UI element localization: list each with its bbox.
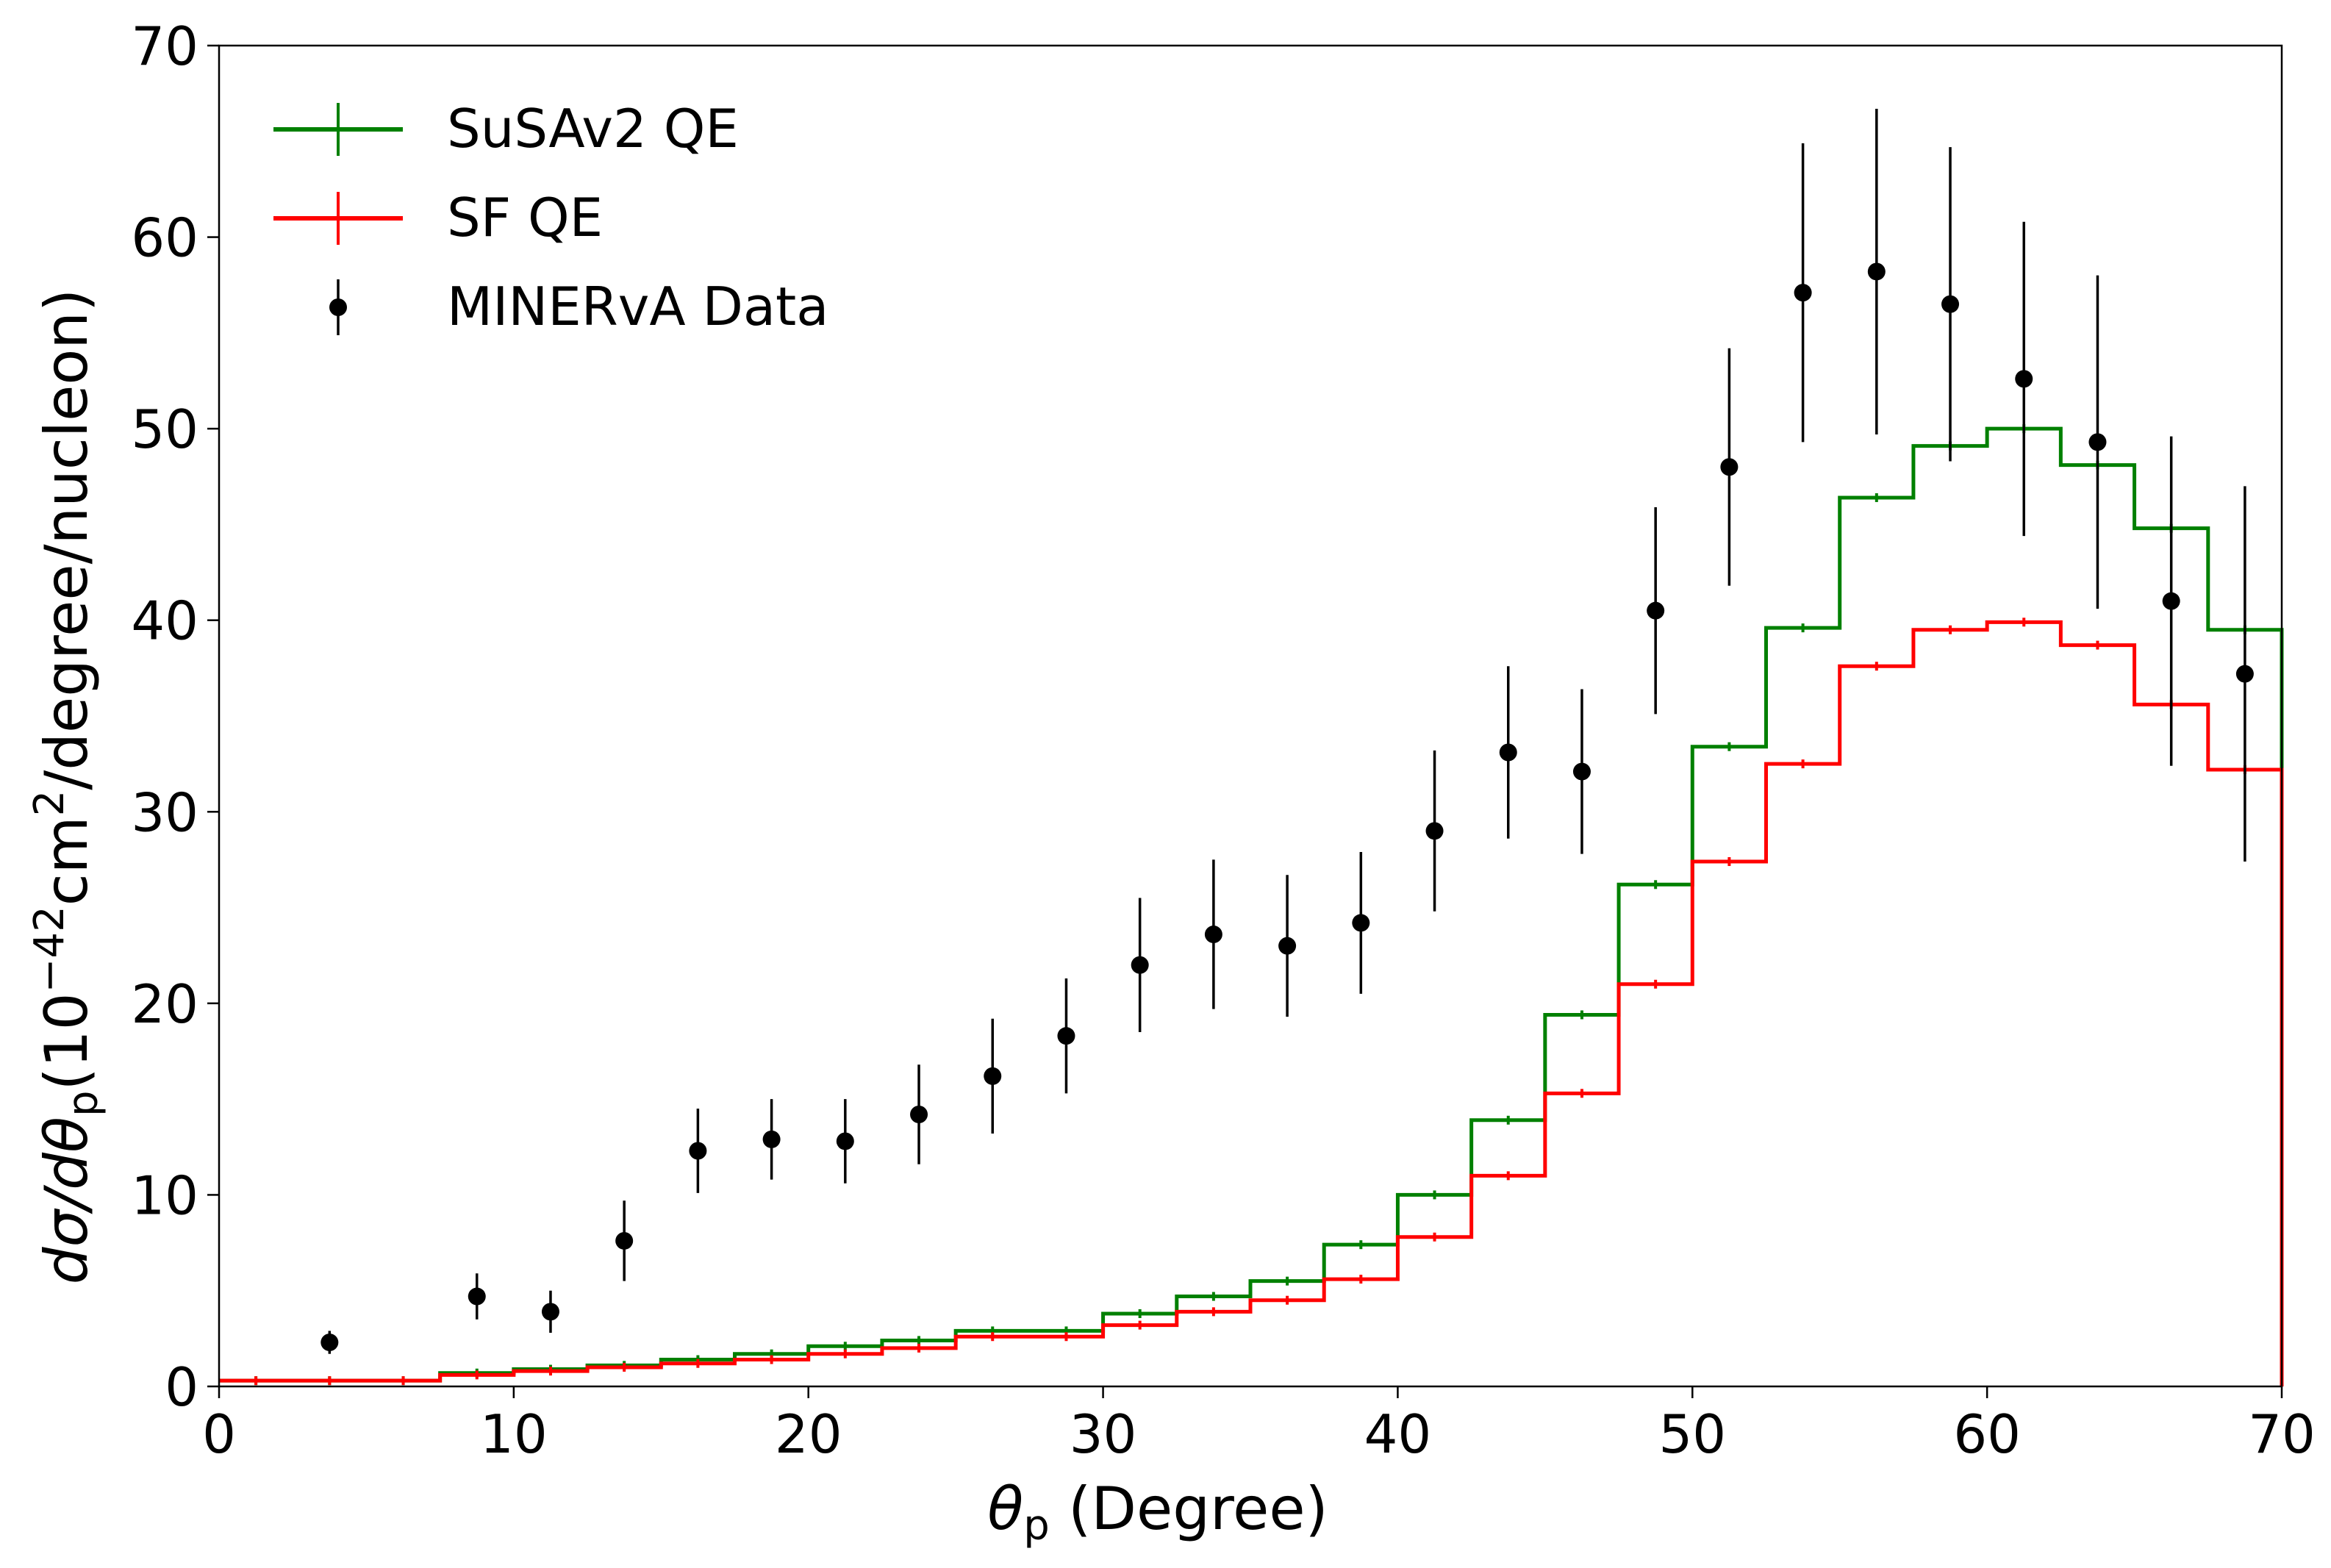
y-axis-label-mid: (10 [32, 992, 101, 1090]
legend-marker-data [329, 298, 347, 316]
data-point [836, 1132, 854, 1150]
axes-ticks: 0 10 20 30 40 50 60 70 0 10 20 30 40 50 60 70 [131, 15, 2315, 1465]
y-tick-label: 30 [131, 781, 198, 843]
x-axis-label-sub: p [1023, 1502, 1050, 1550]
data-point [1204, 926, 1222, 944]
data-point [1278, 937, 1297, 955]
x-tick-label: 60 [1953, 1403, 2021, 1465]
data-point [1941, 295, 1960, 313]
plot-frame [218, 44, 2283, 1388]
x-tick-label: 20 [775, 1403, 842, 1465]
series-line-susav2 [219, 426, 2284, 1386]
data-point [1794, 284, 1812, 302]
x-tick-label: 0 [202, 1403, 236, 1465]
x-axis-label-rest: (Degree) [1050, 1475, 1328, 1543]
data-point [541, 1303, 559, 1321]
y-tick-label: 0 [165, 1356, 198, 1418]
data-point [689, 1142, 707, 1160]
series-line-sf [219, 620, 2284, 1386]
data-point [910, 1105, 928, 1123]
x-axis-label: θp (Degree) [987, 1475, 1328, 1550]
x-tick-label: 30 [1070, 1403, 1137, 1465]
legend-label-data: MINERvA Data [447, 276, 828, 337]
y-axis-label-sup: −42 [26, 906, 74, 992]
y-axis-label-text: dσ/dθ [32, 1117, 101, 1284]
data-point [1647, 601, 1665, 620]
data-point [1131, 956, 1149, 974]
y-tick-label: 40 [131, 590, 198, 652]
data-point [1867, 262, 1886, 281]
series-layer [219, 424, 2284, 1386]
x-tick-label: 70 [2248, 1403, 2316, 1465]
data-point [1057, 1027, 1075, 1045]
data-point [984, 1067, 1002, 1085]
data-point [2015, 370, 2033, 388]
data-point [1352, 914, 1370, 932]
x-tick-label: 50 [1658, 1403, 1726, 1465]
x-tick-label: 10 [480, 1403, 548, 1465]
y-tick-label: 70 [131, 15, 198, 77]
y-axis-label-sup2: 2 [26, 790, 74, 817]
data-point [1572, 762, 1591, 781]
legend-entry-data: MINERvA Data [329, 276, 828, 337]
data-points-layer [321, 108, 2254, 1354]
legend-entry-sf: SF QE [273, 187, 603, 248]
data-point [1425, 822, 1444, 840]
legend-entry-susav2: SuSAv2 QE [273, 98, 739, 160]
data-point [468, 1287, 486, 1306]
y-tick-label: 60 [131, 207, 198, 269]
data-point [1720, 458, 1739, 476]
data-point [2235, 665, 2254, 683]
data-point [615, 1231, 634, 1250]
data-point [1499, 743, 1517, 762]
y-axis-label-sub: p [60, 1091, 107, 1117]
y-tick-label: 50 [131, 398, 198, 460]
x-tick-label: 40 [1364, 1403, 1432, 1465]
legend-label-sf: SF QE [447, 187, 603, 248]
y-axis-label: dσ/dθp(10−42cm2/degree/nucleon) [26, 289, 107, 1284]
legend: SuSAv2 QE SF QE MINERvA Data [273, 98, 828, 337]
y-axis-label-unit: cm [32, 816, 101, 906]
x-axis-label-symbol: θ [987, 1475, 1023, 1543]
data-point [762, 1130, 781, 1148]
data-point [2162, 592, 2180, 610]
data-point [2088, 433, 2107, 451]
y-tick-label: 20 [131, 973, 198, 1035]
y-axis-label-rest: /degree/nucleon) [32, 289, 101, 790]
legend-label-susav2: SuSAv2 QE [447, 98, 739, 160]
data-point [321, 1333, 339, 1352]
y-tick-label: 10 [131, 1164, 198, 1226]
